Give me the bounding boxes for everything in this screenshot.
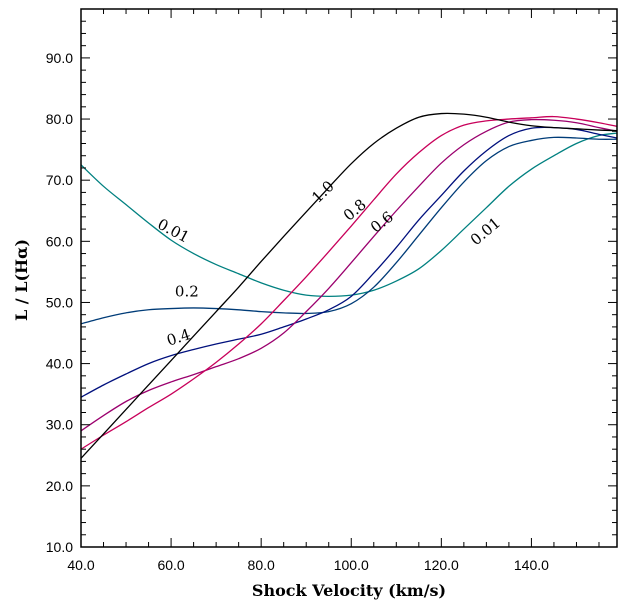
- x-tick-label: 120.0: [424, 557, 459, 573]
- y-tick-label: 70.0: [46, 172, 73, 188]
- curve-label: 0.2: [175, 282, 199, 300]
- y-tick-label: 10.0: [46, 539, 73, 555]
- series-line-s001: [81, 132, 617, 297]
- series-line-s08: [81, 115, 617, 450]
- y-tick-label: 20.0: [46, 478, 73, 494]
- curve-label: 0.8: [340, 195, 370, 224]
- curve-label: 0.6: [367, 208, 397, 237]
- series-line-s04: [81, 126, 617, 398]
- x-tick-label: 40.0: [67, 557, 94, 573]
- x-tick-label: 100.0: [334, 557, 369, 573]
- y-tick-label: 40.0: [46, 356, 73, 372]
- curves: [81, 112, 617, 459]
- series-line-s10: [81, 112, 617, 459]
- y-tick-label: 80.0: [46, 111, 73, 127]
- y-tick-label: 30.0: [46, 417, 73, 433]
- x-tick-label: 80.0: [248, 557, 275, 573]
- y-tick-label: 90.0: [46, 50, 73, 66]
- y-tick-label: 50.0: [46, 294, 73, 310]
- series-line-s06: [81, 118, 617, 432]
- plot-frame: [80, 8, 618, 548]
- y-tick-label: 60.0: [46, 233, 73, 249]
- x-axis-title: Shock Velocity (km/s): [252, 581, 446, 600]
- x-tick-label: 140.0: [514, 557, 549, 573]
- curve-label: 0.4: [164, 325, 192, 349]
- curve-label: 0.01: [467, 214, 504, 249]
- y-axis-ticks: 10.0 20.0 30.0 40.0 50.0 60.0 70.0 80.0 90.0: [46, 8, 617, 555]
- curve-labels: 1.00.80.60.010.20.40.01: [154, 177, 504, 350]
- x-tick-label: 60.0: [157, 557, 184, 573]
- series-line-s02: [81, 136, 617, 325]
- y-axis-title: L / L(Hα): [12, 239, 31, 321]
- x-axis-ticks: 40.0 60.0 80.0 100.0 120.0 140.0: [67, 9, 600, 573]
